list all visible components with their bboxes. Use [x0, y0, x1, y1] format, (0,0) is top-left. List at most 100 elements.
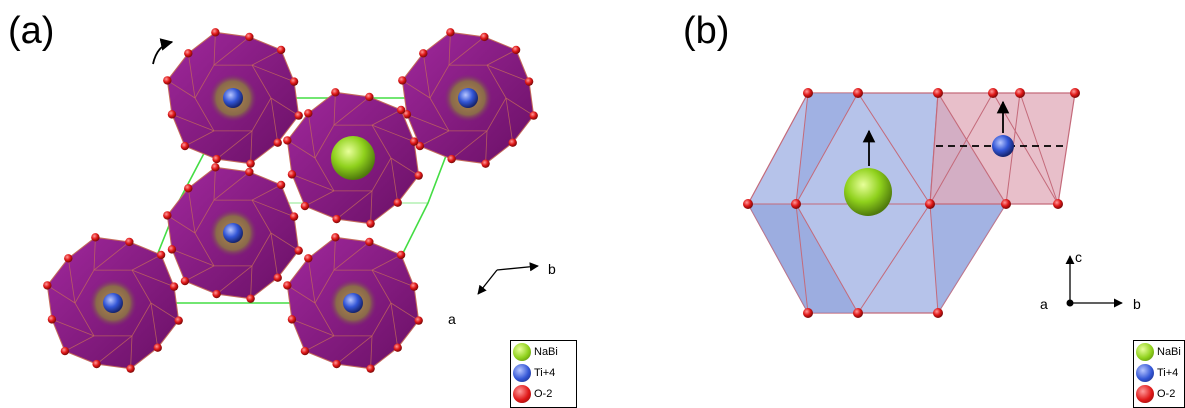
nabi-swatch-icon [513, 342, 531, 361]
axis-a-label-b: a [1040, 296, 1048, 312]
oxygen-atom [365, 237, 374, 247]
oxygen-atom [156, 250, 166, 260]
coordination-polyhedron [43, 233, 183, 373]
oxygen-atom [402, 110, 412, 119]
oxygen-atom [743, 199, 753, 209]
oxygen-atom [91, 233, 100, 242]
oxygen-atom [276, 180, 286, 190]
oxygen-atom [447, 154, 456, 164]
oxygen-atom [803, 88, 813, 98]
axis-c-label: c [1075, 249, 1082, 265]
oxygen-atom [60, 346, 70, 356]
oxygen-atom [64, 254, 73, 263]
oxygen-atom [331, 88, 340, 97]
oxygen-atom [331, 233, 340, 242]
oxygen-atom [294, 111, 303, 120]
legend-label: Ti+4 [534, 366, 556, 379]
oxygen-atom [481, 159, 490, 168]
panel-label-a: (a) [8, 10, 55, 52]
oxygen-atom [276, 45, 286, 55]
axis-a-label: a [448, 311, 456, 327]
oxygen-atom [396, 105, 406, 115]
axes-a: b a [448, 261, 556, 327]
oxygen-atom [925, 199, 935, 209]
oxygen-atom [43, 281, 52, 290]
oxygen-atom [366, 364, 375, 373]
ti-atom [223, 88, 243, 108]
oxygen-atom [169, 282, 179, 291]
oxygen-atom [446, 28, 455, 37]
oxygen-atom [167, 110, 177, 119]
oxygen-atom [289, 77, 299, 86]
oxygen-atom [273, 273, 282, 282]
oxygen-atom [332, 359, 341, 369]
oxygen-atom [246, 159, 255, 168]
oxygen-atom [212, 154, 221, 164]
oxygen-atom [414, 171, 423, 180]
oxygen-atom [409, 282, 419, 291]
oxygen-atom [283, 136, 292, 145]
oxygen-atom [174, 316, 183, 325]
legend-label: O-2 [534, 387, 553, 400]
oxygen-atom [803, 308, 813, 318]
panel-a-structure [43, 28, 538, 373]
oxygen-atom [212, 289, 221, 299]
oxygen-atom [366, 219, 375, 228]
oxygen-atom [853, 88, 863, 98]
oxygen-atom [415, 141, 425, 151]
ti-atom [458, 88, 478, 108]
panel-b-structure [743, 88, 1080, 318]
legend-item: O-2 [1134, 383, 1184, 404]
oxygen-atom [211, 163, 220, 172]
oxygen-swatch-icon [1136, 384, 1154, 403]
oxygen-atom [1001, 199, 1011, 209]
ti-swatch-icon [1136, 363, 1154, 382]
legend-item: NaBi [511, 341, 576, 362]
oxygen-atom [524, 77, 534, 86]
oxygen-atom [184, 184, 193, 193]
oxygen-atom [933, 308, 943, 318]
oxygen-atom [304, 109, 313, 118]
oxygen-atom [419, 49, 428, 58]
oxygen-atom [287, 315, 297, 324]
axes-b: c a b [1040, 249, 1141, 312]
coordination-polyhedron [163, 163, 303, 303]
oxygen-atom [988, 88, 998, 98]
nabi-atom [331, 136, 375, 180]
oxygen-atom [365, 92, 374, 102]
nabi-atom [844, 168, 892, 216]
oxygen-atom [300, 346, 310, 356]
oxygen-atom [393, 198, 402, 207]
ti-atom [992, 135, 1014, 157]
ti-atom [223, 223, 243, 243]
oxygen-atom [92, 359, 101, 369]
oxygen-atom [125, 237, 134, 247]
oxygen-atom [1053, 199, 1063, 209]
oxygen-atom [332, 214, 341, 224]
oxygen-atom [180, 276, 190, 286]
ti-swatch-icon [513, 363, 531, 382]
oxygen-atom [47, 315, 57, 324]
oxygen-atom [273, 138, 282, 147]
legend-b: NaBi Ti+4 O-2 [1133, 340, 1185, 408]
axis-b-label-b: b [1133, 296, 1141, 312]
coordination-polyhedron [163, 28, 303, 168]
oxygen-atom [180, 141, 190, 151]
oxygen-atom [393, 343, 402, 352]
ti-atom [103, 293, 123, 313]
oxygen-atom [300, 201, 310, 211]
oxygen-atom [211, 28, 220, 37]
oxygen-atom [409, 137, 419, 146]
oxygen-atom [246, 294, 255, 303]
oxygen-atom [289, 212, 299, 221]
axis-b-label: b [548, 261, 556, 277]
oxygen-atom [1015, 88, 1025, 98]
legend-label: NaBi [1157, 345, 1181, 358]
legend-item: NaBi [1134, 341, 1184, 362]
oxygen-atom [933, 88, 943, 98]
legend-item: Ti+4 [511, 362, 576, 383]
oxygen-atom [167, 245, 177, 254]
oxygen-atom [294, 246, 303, 255]
oxygen-atom [511, 45, 521, 55]
